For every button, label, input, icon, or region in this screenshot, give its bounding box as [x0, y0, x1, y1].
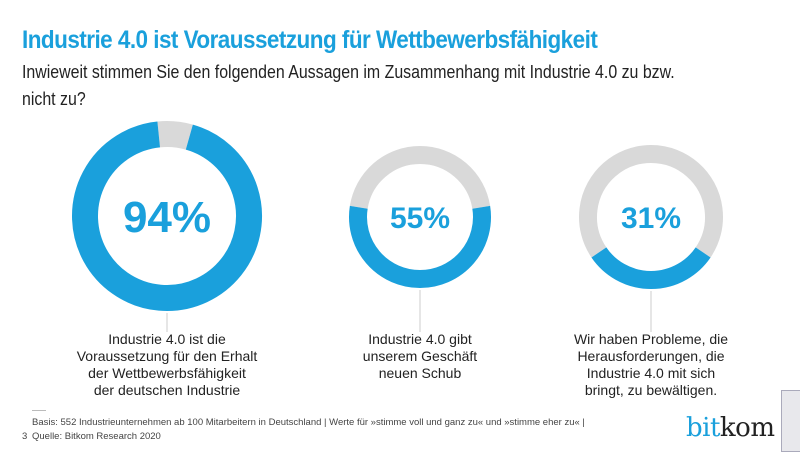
donut-caption: Wir haben Probleme, die Herausforderungen…	[541, 331, 761, 399]
page-title: Industrie 4.0 ist Voraussetzung für Wett…	[22, 26, 598, 54]
donut-remainder-arc	[579, 145, 723, 258]
caption-line: der deutschen Industrie	[93, 382, 241, 398]
footer-divider	[32, 410, 46, 411]
donut-value-arc	[349, 205, 491, 288]
caption-line: bringt, zu bewältigen.	[584, 382, 718, 398]
caption-line: Industrie 4.0 gibt	[368, 331, 472, 347]
page-subtitle: Inwieweit stimmen Sie den folgenden Auss…	[22, 61, 675, 109]
donut-caption: Industrie 4.0 ist die Voraussetzung für d…	[57, 331, 277, 399]
donut-value-label: 94%	[123, 193, 211, 242]
donut-remainder-arc	[349, 146, 491, 210]
page-number: 3	[22, 431, 28, 442]
donut-value-label: 55%	[390, 202, 450, 235]
donut-value-arc	[591, 247, 711, 289]
donut-caption: Industrie 4.0 gibt unserem Geschäft neuen …	[310, 331, 530, 382]
caption-line: Herausforderungen, die	[577, 348, 725, 364]
taskbar-widget-icon[interactable]	[781, 390, 800, 452]
caption-line: Voraussetzung für den Erhalt	[76, 348, 258, 364]
donut-remainder-arc	[157, 121, 193, 150]
caption-line: Wir haben Probleme, die	[573, 331, 729, 347]
caption-line: neuen Schub	[378, 365, 462, 381]
bitkom-logo: bitkom	[686, 413, 775, 443]
caption-line: unserem Geschäft	[362, 348, 478, 364]
caption-line: Industrie 4.0 mit sich	[586, 365, 716, 381]
donut-value-label: 31%	[621, 202, 681, 235]
caption-line: Industrie 4.0 ist die	[108, 331, 226, 347]
donut-value-arc	[72, 121, 262, 311]
footnote-basis: Basis: 552 Industrieunternehmen ab 100 M…	[32, 417, 585, 428]
footnote-source: Quelle: Bitkom Research 2020	[32, 431, 161, 442]
caption-line: der Wettbewerbsfähigkeit	[88, 365, 246, 381]
